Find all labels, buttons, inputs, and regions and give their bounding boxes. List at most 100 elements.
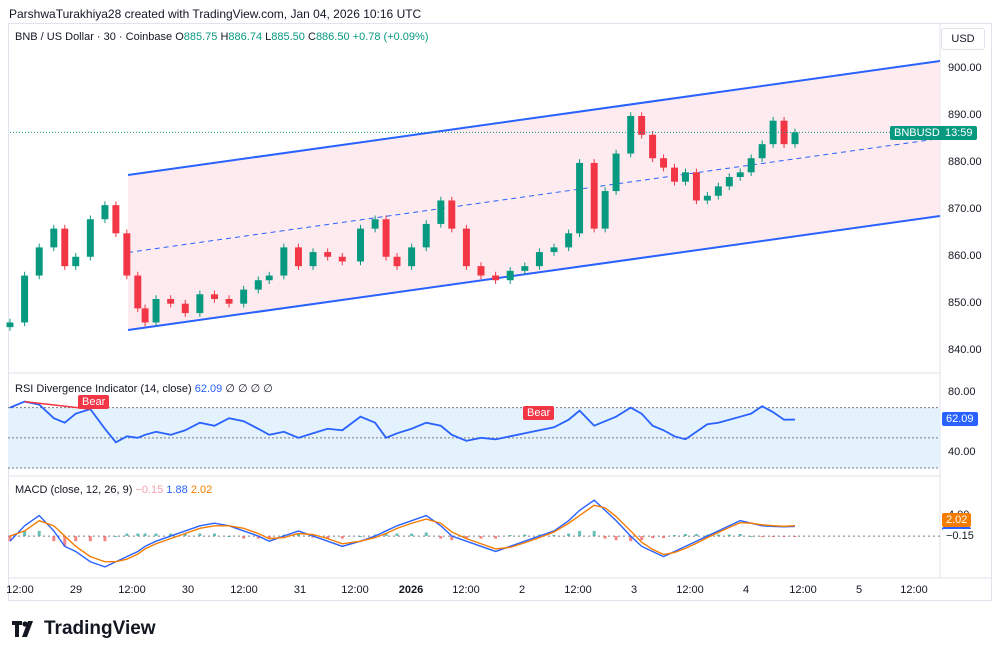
macd-histogram-bar [384,533,388,537]
macd-histogram-bar [212,533,216,537]
candle-body [167,299,175,304]
macd-histogram-bar [508,535,512,537]
macd-histogram-bar [494,536,498,539]
candle-body [649,134,657,159]
macd-histogram-bar [771,536,775,538]
macd-line [9,499,796,568]
time-tick-label: 12:00 [676,584,704,596]
macd-value: 1.88 [166,484,188,496]
macd-histogram-bar [464,536,468,539]
chart-frame [8,23,992,601]
signal-line [9,504,796,563]
macd-histogram-bar [552,535,556,537]
candle-body [61,228,69,267]
candle-body [382,219,390,257]
rsi-tick-label: 80.00 [948,385,976,398]
brand-name: TradingView [44,618,156,639]
candle-body [357,228,364,262]
macd-histogram-bar [8,536,12,542]
macd-histogram-bar [738,534,742,537]
candle-body [181,303,189,314]
candle-body [309,252,317,267]
price-tick-label: 850.00 [948,296,982,309]
time-tick-label: 5 [855,584,863,596]
macd-histogram-bar [629,536,633,542]
macd-histogram-bar [282,534,286,537]
candle-body [371,219,379,229]
candle-body [422,223,430,248]
low-label: L [265,31,272,43]
candle-body [448,200,456,229]
macd-histogram-bar [523,534,527,537]
macd-histogram-bar [311,536,315,538]
candle-body [280,247,288,276]
symbol-price-tag: BNBUSD [890,126,944,140]
time-tick-label: 12:00 [118,584,146,596]
macd-histogram-bar [103,536,107,542]
rsi-tick-label: 40.00 [948,445,976,458]
macd-histogram-bar [169,533,173,537]
macd-histogram-bar [640,536,644,541]
macd-value-tag: −0.15 [942,528,978,543]
macd-histogram-bar [614,536,618,541]
macd-histogram-bar [136,533,140,537]
candle-body [265,275,273,281]
rsi-legend: RSI Divergence Indicator (14, close) 62.… [15,382,273,395]
candle-body [612,153,620,192]
rsi-placeholders: ∅ ∅ ∅ ∅ [225,383,273,395]
macd-histogram-bar [537,534,541,537]
price-tick-label: 900.00 [948,62,982,75]
macd-histogram-bar [183,533,187,537]
candle-body [506,270,514,281]
candle-body [671,167,678,182]
candle-body [338,256,346,262]
candle-body [590,162,598,229]
candle-body [152,299,160,323]
macd-histogram-bar [198,533,202,537]
change-value: +0.78 (+0.09%) [352,31,429,43]
channel-lower-line [127,215,941,331]
candle-body [758,144,766,159]
high-label: H [220,31,229,43]
time-tick-label: 29 [69,584,83,596]
candle-body [35,247,43,276]
candle-body [576,162,584,234]
candle-body [492,275,500,281]
candle-body [141,308,149,323]
macd-histogram-bar [88,536,92,542]
time-tick-label: 12:00 [6,584,34,596]
macd-histogram-bar [749,536,753,538]
time-tick-label: 2 [518,584,526,596]
macd-histogram-bar [23,530,27,537]
macd-histogram-bar [651,536,655,539]
rsi-line [9,400,796,444]
macd-histogram-bar [439,536,443,539]
macd-signal-value: 2.02 [190,484,213,496]
time-tick-label: 30 [181,584,195,596]
macd-histogram-bar [410,533,414,537]
macd-label[interactable]: MACD (close, 12, 26, 9) [15,484,133,496]
rsi-label[interactable]: RSI Divergence Indicator (14, close) [15,383,192,395]
candle-body [72,256,80,267]
currency-button[interactable]: USD [941,28,985,50]
time-tick-label: 12:00 [789,584,817,596]
brand[interactable]: TradingView [12,618,156,640]
time-tick-label: 4 [742,584,750,596]
tradingview-logo-icon [12,621,33,637]
macd-histogram-bar [340,536,344,539]
macd-histogram-bar [662,536,666,539]
candle-body [6,322,14,328]
macd-histogram-bar [450,536,454,541]
time-tick-label: 12:00 [230,584,258,596]
rsi-value-tag: 62.09 [942,411,978,426]
candle-body [112,205,120,234]
macd-histogram-bar [154,533,158,537]
candle-body [681,172,689,182]
macd-histogram-bar [267,536,271,539]
time-tick-label: 3 [630,584,638,596]
candle-body [101,205,109,220]
candle-body [240,289,248,304]
symbol-label[interactable]: BNB / US Dollar · 30 · Coinbase [15,31,173,43]
candle-body [627,116,635,154]
